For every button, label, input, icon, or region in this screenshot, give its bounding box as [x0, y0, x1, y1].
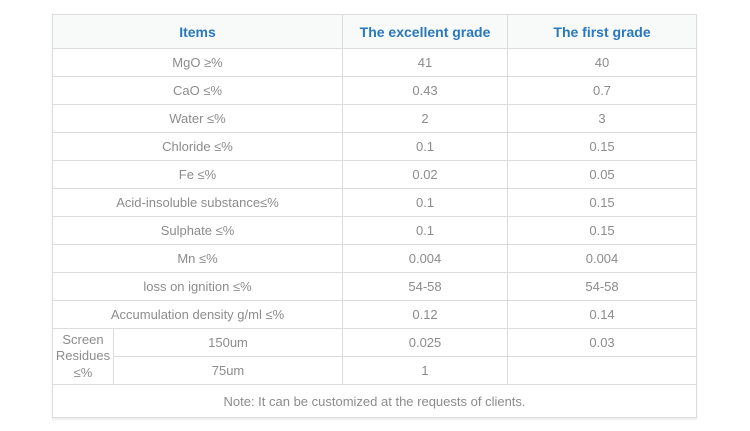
table-row: Accumulation density g/ml ≤% 0.12 0.14 — [51, 300, 698, 329]
first-value-cell: 0.15 — [507, 188, 698, 217]
note-row: Note: It can be customized at the reques… — [51, 384, 698, 418]
table-row: Chloride ≤% 0.1 0.15 — [51, 132, 698, 161]
first-value-cell: 0.7 — [507, 76, 698, 105]
excellent-value-cell: 0.1 — [342, 188, 509, 217]
item-cell: loss on ignition ≤% — [51, 272, 344, 301]
screen-residues-group-label: Screen Residues ≤% — [52, 328, 114, 385]
header-items: Items — [51, 14, 344, 49]
table-row: CaO ≤% 0.43 0.7 — [51, 76, 698, 105]
table-row: Acid-insoluble substance≤% 0.1 0.15 — [51, 188, 698, 217]
first-value-cell: 0.004 — [507, 244, 698, 273]
first-value-cell: 3 — [507, 104, 698, 133]
excellent-value-cell: 0.43 — [342, 76, 509, 105]
table-row: Sulphate ≤% 0.1 0.15 — [51, 216, 698, 245]
item-cell: Water ≤% — [51, 104, 344, 133]
excellent-value-cell: 0.025 — [342, 328, 509, 357]
excellent-value-cell: 1 — [342, 356, 509, 385]
excellent-value-cell: 0.02 — [342, 160, 509, 189]
item-cell: Chloride ≤% — [51, 132, 344, 161]
first-value-cell: 0.15 — [507, 132, 698, 161]
note-cell: Note: It can be customized at the reques… — [51, 384, 698, 418]
header-first-grade: The first grade — [507, 14, 698, 49]
table-row: MgO ≥% 41 40 — [51, 48, 698, 77]
excellent-value-cell: 0.12 — [342, 300, 509, 329]
first-value-cell: 0.15 — [507, 216, 698, 245]
header-excellent-grade: The excellent grade — [342, 14, 509, 49]
table-row: Fe ≤% 0.02 0.05 — [51, 160, 698, 189]
item-cell: CaO ≤% — [51, 76, 344, 105]
screen-size-cell: 75um — [112, 356, 344, 385]
excellent-value-cell: 54-58 — [342, 272, 509, 301]
product-spec-table: Items The excellent grade The first grad… — [51, 14, 698, 418]
excellent-value-cell: 0.004 — [342, 244, 509, 273]
screen-residues-row-75um: 75um 1 — [53, 356, 698, 385]
first-value-cell — [507, 356, 698, 385]
table-row: Mn ≤% 0.004 0.004 — [51, 244, 698, 273]
item-cell: MgO ≥% — [51, 48, 344, 77]
table-row: Water ≤% 2 3 — [51, 104, 698, 133]
screen-residues-row-150um: Screen Residues ≤% 150um 0.025 0.03 — [52, 328, 698, 385]
excellent-value-cell: 0.1 — [342, 216, 509, 245]
excellent-value-cell: 41 — [342, 48, 509, 77]
item-cell: Sulphate ≤% — [51, 216, 344, 245]
item-cell: Acid-insoluble substance≤% — [51, 188, 344, 217]
first-value-cell: 0.03 — [507, 328, 698, 357]
header-row: Items The excellent grade The first grad… — [51, 14, 698, 49]
item-cell: Mn ≤% — [51, 244, 344, 273]
table-row: loss on ignition ≤% 54-58 54-58 — [51, 272, 698, 301]
item-cell: Accumulation density g/ml ≤% — [51, 300, 344, 329]
screen-size-cell: 150um — [112, 328, 344, 357]
first-value-cell: 40 — [507, 48, 698, 77]
first-value-cell: 0.14 — [507, 300, 698, 329]
item-cell: Fe ≤% — [51, 160, 344, 189]
excellent-value-cell: 2 — [342, 104, 509, 133]
excellent-value-cell: 0.1 — [342, 132, 509, 161]
first-value-cell: 0.05 — [507, 160, 698, 189]
first-value-cell: 54-58 — [507, 272, 698, 301]
